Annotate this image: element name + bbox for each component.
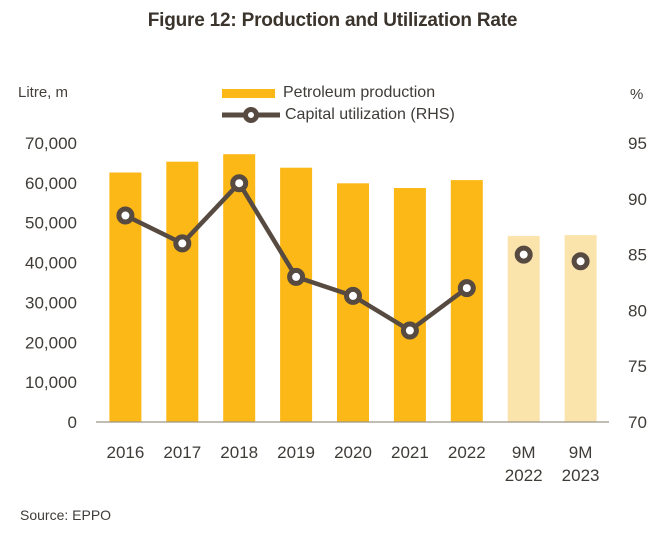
x-axis-label-9M-2023: 9M [569, 443, 593, 462]
right-axis-tick-70: 70 [628, 413, 647, 432]
left-axis-tick-10000: 10,000 [25, 373, 77, 392]
utilization-marker-2022 [457, 279, 476, 298]
utilization-marker-2019 [287, 267, 306, 286]
left-axis-tick-50000: 50,000 [25, 214, 77, 233]
legend-row-utilization: Capital utilization (RHS) [222, 104, 455, 126]
left-axis-tick-20000: 20,000 [25, 333, 77, 352]
right-axis-tick-95: 95 [628, 134, 647, 153]
x-axis-label-2021: 2021 [391, 443, 429, 462]
legend: Petroleum production Capital utilization… [222, 82, 455, 126]
left-axis-tick-60000: 60,000 [25, 174, 77, 193]
x-axis-label-2016: 2016 [106, 443, 144, 462]
left-axis-tick-70000: 70,000 [25, 134, 77, 153]
production-bar-2017 [166, 161, 199, 422]
legend-bar-swatch-icon [222, 88, 275, 98]
utilization-marker-2020 [344, 286, 362, 305]
x-axis-label-2018: 2018 [220, 443, 258, 462]
legend-label-utilization: Capital utilization (RHS) [285, 106, 455, 123]
legend-line-marker-icon [222, 106, 280, 124]
right-axis-tick-80: 80 [628, 301, 647, 320]
left-axis-tick-0: 0 [68, 413, 77, 432]
utilization-marker-2016 [116, 206, 135, 225]
utilization-marker-2018 [230, 174, 249, 193]
utilization-marker-2021 [400, 321, 419, 340]
production-bar-2022 [450, 180, 483, 422]
right-axis-tick-90: 90 [628, 190, 647, 209]
left-axis-unit-label: Litre, m [18, 84, 69, 101]
production-bar-2019 [280, 167, 313, 422]
utilization-marker-9M-2022 [514, 245, 533, 264]
x-axis-label-2017: 2017 [163, 443, 201, 462]
x-axis-label-line2-2022: 2022 [505, 466, 543, 485]
left-axis-tick-40000: 40,000 [25, 254, 77, 273]
production-bar-2021 [393, 188, 426, 422]
utilization-marker-9M-2023 [571, 252, 590, 271]
right-axis-tick-85: 85 [628, 246, 647, 265]
right-axis-unit-label: % [630, 86, 644, 103]
x-axis-label-2019: 2019 [277, 443, 315, 462]
left-axis-tick-30000: 30,000 [25, 293, 77, 312]
source-note: Source: EPPO [20, 507, 112, 523]
x-axis-label-2022: 2022 [448, 443, 486, 462]
utilization-marker-2017 [173, 234, 192, 253]
legend-row-production: Petroleum production [222, 82, 455, 104]
legend-label-production: Petroleum production [283, 84, 436, 101]
x-axis-label-2020: 2020 [334, 443, 372, 462]
x-axis-label-9M-2022: 9M [512, 443, 536, 462]
production-bar-9M-2022 [507, 235, 540, 422]
chart-title: Figure 12: Production and Utilization Ra… [147, 10, 518, 31]
x-axis-label-line2-2023: 2023 [562, 466, 600, 485]
right-axis-tick-75: 75 [628, 357, 647, 376]
